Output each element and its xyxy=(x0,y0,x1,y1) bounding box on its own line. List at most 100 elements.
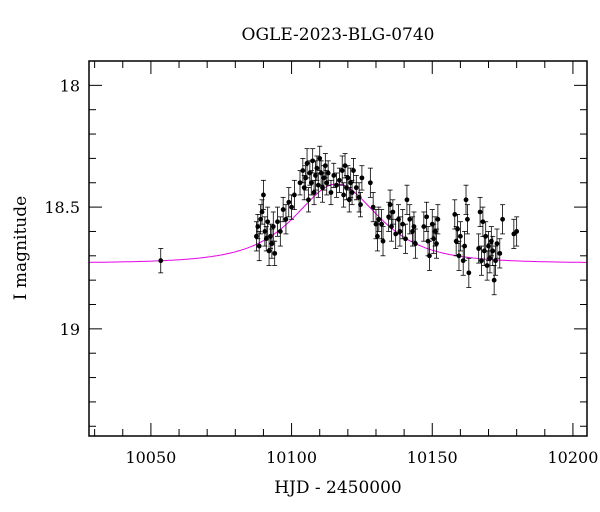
data-point xyxy=(322,153,328,179)
point-marker xyxy=(367,180,373,186)
point-marker xyxy=(255,224,261,229)
model-curve-group xyxy=(89,183,587,263)
point-marker xyxy=(400,221,406,227)
data-point xyxy=(259,199,265,225)
point-marker xyxy=(476,246,482,251)
point-marker xyxy=(493,258,498,264)
plot-frame xyxy=(88,60,588,437)
data-points-group xyxy=(158,145,520,296)
point-marker xyxy=(286,199,292,205)
point-marker xyxy=(306,197,311,203)
point-marker xyxy=(376,216,382,222)
data-point xyxy=(342,153,348,179)
point-marker xyxy=(269,241,275,247)
point-marker xyxy=(289,204,294,210)
point-marker xyxy=(341,192,347,198)
point-marker xyxy=(311,190,317,195)
point-marker xyxy=(457,233,463,239)
data-point xyxy=(464,204,470,235)
data-point xyxy=(339,155,345,186)
point-marker xyxy=(358,202,363,208)
point-marker xyxy=(463,197,469,203)
data-point xyxy=(476,233,482,264)
data-point xyxy=(283,204,289,235)
point-marker xyxy=(304,160,310,166)
data-point xyxy=(457,221,463,252)
data-point xyxy=(455,214,461,245)
point-marker xyxy=(427,253,432,259)
point-marker xyxy=(317,156,323,161)
point-marker xyxy=(387,202,393,208)
data-point xyxy=(435,204,441,235)
data-point xyxy=(272,240,278,266)
data-point xyxy=(500,204,506,235)
point-marker xyxy=(345,175,351,181)
x-axis-label: HJD - 2450000 xyxy=(274,478,402,498)
data-point xyxy=(462,231,468,262)
data-point xyxy=(304,148,310,179)
point-marker xyxy=(331,173,337,178)
point-marker xyxy=(370,204,376,210)
point-marker xyxy=(403,236,408,242)
data-point xyxy=(310,148,316,174)
point-marker xyxy=(266,248,272,254)
data-point xyxy=(426,240,432,271)
data-point xyxy=(317,145,323,171)
data-point xyxy=(370,192,376,223)
point-marker xyxy=(315,182,321,188)
point-marker xyxy=(337,177,342,183)
point-marker xyxy=(483,233,489,239)
data-point xyxy=(491,265,497,296)
data-point xyxy=(376,206,382,232)
data-point xyxy=(407,204,413,235)
y-tick-label: 18.5 xyxy=(44,198,80,217)
point-marker xyxy=(389,224,394,229)
point-marker xyxy=(256,243,262,249)
point-marker xyxy=(412,241,418,247)
point-marker xyxy=(434,241,439,247)
data-point xyxy=(314,155,320,181)
point-marker xyxy=(380,238,386,244)
point-marker xyxy=(424,214,430,220)
point-marker xyxy=(263,236,269,242)
point-marker xyxy=(487,255,493,261)
point-marker xyxy=(500,216,505,222)
point-marker xyxy=(379,221,385,227)
data-point xyxy=(336,167,342,193)
point-marker xyxy=(328,190,334,195)
data-point xyxy=(158,248,164,274)
point-marker xyxy=(351,168,356,173)
data-point xyxy=(256,231,262,262)
data-point xyxy=(511,218,517,249)
data-point xyxy=(358,192,364,218)
point-marker xyxy=(462,243,468,249)
data-point xyxy=(297,170,303,196)
point-marker xyxy=(272,250,278,256)
tick-labels-group: 10050 10100 10150 10200 18 18.5 19 xyxy=(44,76,598,467)
x-tick-label: 10100 xyxy=(266,448,317,467)
point-marker xyxy=(297,180,303,186)
data-point xyxy=(277,216,283,247)
data-point xyxy=(452,199,458,230)
point-marker xyxy=(261,192,266,198)
data-point xyxy=(497,238,503,269)
data-point xyxy=(260,179,266,210)
point-marker xyxy=(452,212,458,217)
data-point xyxy=(334,172,340,198)
data-point xyxy=(484,250,490,281)
point-marker xyxy=(411,224,417,229)
point-marker xyxy=(346,197,352,203)
data-point xyxy=(359,165,365,191)
data-point xyxy=(404,184,410,215)
x-tick-label: 10150 xyxy=(407,448,458,467)
point-marker xyxy=(275,219,280,225)
data-point xyxy=(350,158,356,184)
chart-title: OGLE-2023-BLG-0740 xyxy=(242,25,435,45)
point-marker xyxy=(322,163,328,169)
y-tick-label: 19 xyxy=(60,320,80,339)
point-marker xyxy=(277,229,283,234)
point-marker xyxy=(265,219,271,225)
point-marker xyxy=(456,253,462,259)
point-marker xyxy=(404,197,410,203)
point-marker xyxy=(497,250,503,256)
